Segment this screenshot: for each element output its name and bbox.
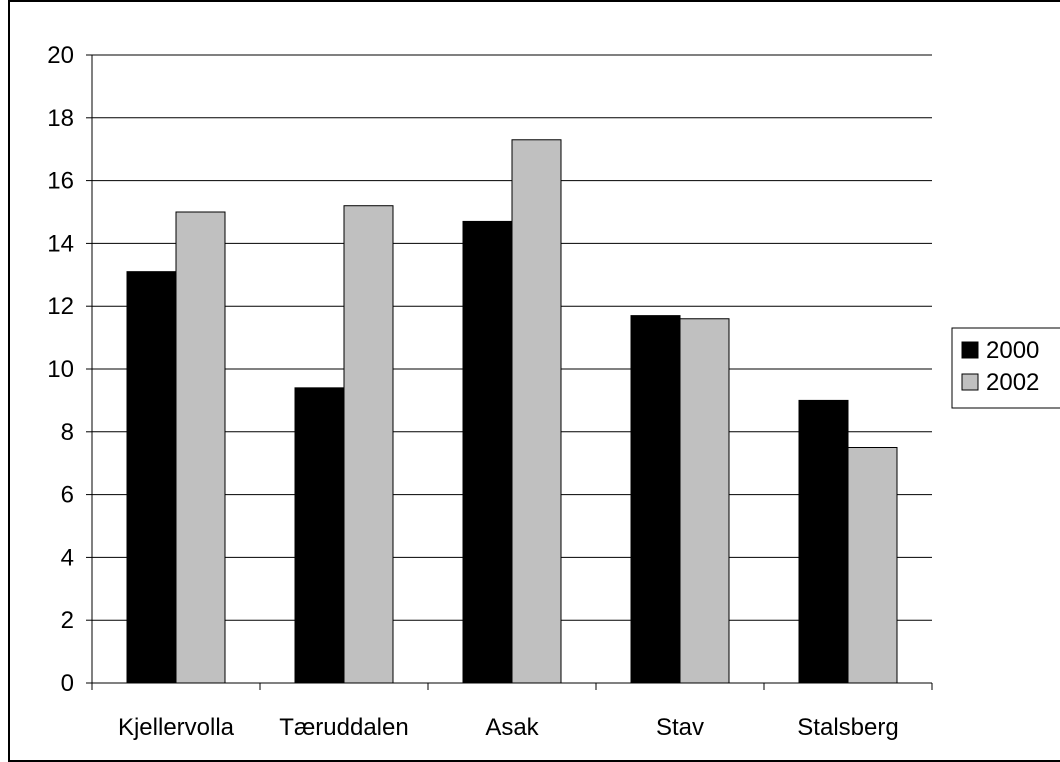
y-tick-label: 6 [61,482,74,509]
legend-swatch-2002 [961,373,979,391]
bar-2000 [294,387,345,684]
x-tick-label: Asak [485,714,539,741]
bar-2000 [126,271,177,684]
y-tick-label: 14 [47,230,74,257]
bar-2002 [343,205,394,684]
bar-2002 [175,211,226,684]
legend-box [951,327,1060,409]
y-tick-label: 16 [47,168,74,195]
legend-swatch-2000 [961,341,979,359]
y-tick-label: 0 [61,670,74,697]
legend-label: 2000 [986,337,1039,364]
y-tick-label: 12 [47,293,74,320]
bar-2000 [630,315,681,684]
x-tick-label: Stalsberg [797,714,898,741]
x-tick-label: Kjellervolla [118,714,235,741]
bar-2000 [798,399,849,684]
bars [126,139,898,684]
y-tick-label: 10 [47,356,74,383]
bar-2002 [679,318,730,684]
x-tick-label: Stav [656,714,704,741]
y-tick-label: 2 [61,607,74,634]
bar-2002 [511,139,562,684]
axes [86,54,933,690]
bar-2000 [462,220,513,684]
y-tick-labels: 0 2 4 6 8 10 12 14 16 18 20 [47,42,74,697]
y-tick-label: 8 [61,419,74,446]
y-tick-label: 18 [47,105,74,132]
legend: 2000 2002 [951,327,1060,409]
bar-2002 [847,447,898,684]
y-tick-label: 4 [61,544,74,571]
legend-label: 2002 [986,369,1039,396]
y-tick-label: 20 [47,42,74,69]
x-tick-labels: Kjellervolla Tæruddalen Asak Stav Stalsberg [118,714,899,741]
x-tick-label: Tæruddalen [279,714,408,741]
